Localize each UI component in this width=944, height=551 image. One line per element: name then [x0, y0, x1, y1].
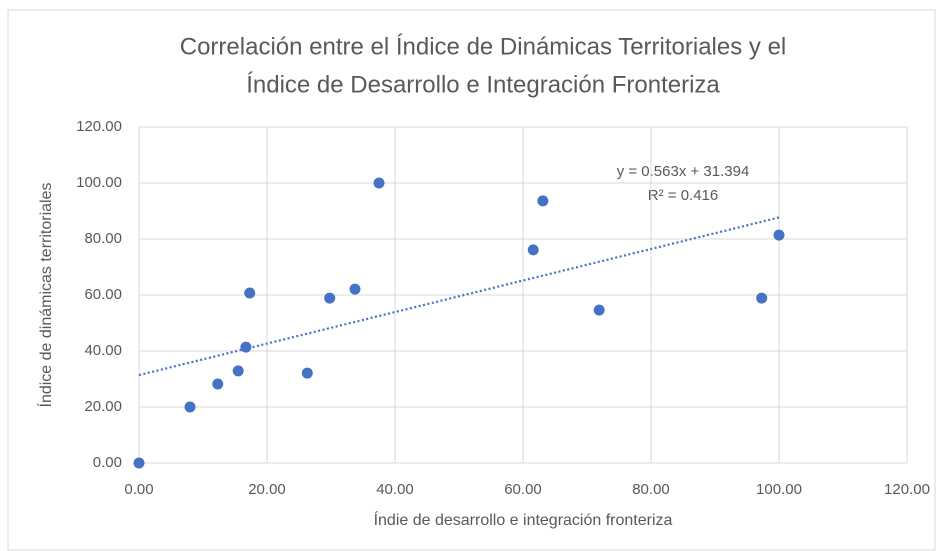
- data-point: [184, 401, 196, 413]
- chart-frame: [7, 9, 936, 551]
- data-point: [240, 341, 252, 353]
- y-tick-label: 100.00: [76, 174, 122, 191]
- y-axis-title: Índice de dinámicas territoriales: [36, 183, 55, 408]
- data-point: [244, 287, 256, 299]
- x-tick-label: 80.00: [632, 481, 670, 498]
- x-tick-label: 60.00: [504, 481, 542, 498]
- data-point: [773, 229, 785, 241]
- data-point: [232, 365, 244, 377]
- y-tick-label: 60.00: [84, 286, 122, 303]
- x-tick-label: 0.00: [124, 481, 153, 498]
- data-point: [212, 378, 224, 390]
- data-point: [756, 292, 768, 304]
- y-tick-label: 120.00: [76, 118, 122, 135]
- x-axis-title: Índie de desarrollo e integración fronte…: [374, 510, 673, 529]
- y-tick-label: 0.00: [93, 454, 122, 471]
- x-tick-label: 120.00: [884, 481, 930, 498]
- x-tick-label: 40.00: [376, 481, 414, 498]
- data-point: [373, 177, 385, 189]
- data-point: [349, 283, 361, 295]
- data-point: [537, 195, 549, 207]
- y-tick-label: 80.00: [84, 230, 122, 247]
- data-point: [133, 457, 145, 469]
- data-point: [301, 367, 313, 379]
- x-tick-label: 20.00: [248, 481, 286, 498]
- data-point: [527, 244, 539, 256]
- chart-title: Índice de Desarrollo e Integración Front…: [246, 71, 720, 98]
- data-point: [324, 292, 336, 304]
- x-tick-label: 100.00: [756, 481, 802, 498]
- chart-title: Correlación entre el Índice de Dinámicas…: [180, 33, 787, 60]
- y-tick-label: 40.00: [84, 342, 122, 359]
- trendline-r2: R² = 0.416: [648, 187, 718, 204]
- data-point: [593, 304, 605, 316]
- trendline-equation: y = 0.563x + 31.394: [617, 163, 750, 180]
- y-tick-label: 20.00: [84, 398, 122, 415]
